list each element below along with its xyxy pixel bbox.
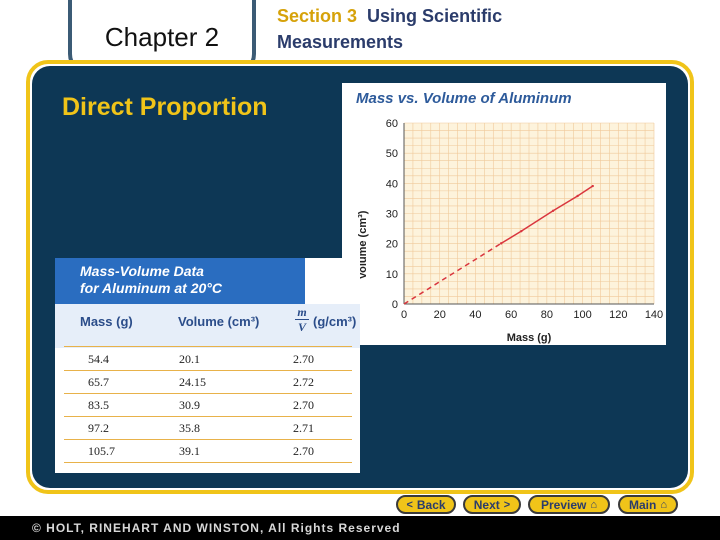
y-tick-label: 50: [386, 148, 398, 160]
x-tick-label: 80: [541, 309, 553, 321]
series-point: [551, 209, 555, 212]
section-title-line2: Measurements: [277, 32, 404, 52]
series-point: [591, 184, 594, 188]
cell-density: 2.70: [293, 444, 314, 458]
y-tick-label: 20: [386, 239, 398, 251]
table-body: 54.4 20.1 2.70 65.7 24.15 2.72 83.5 30.9…: [64, 348, 352, 463]
back-button[interactable]: < Back: [396, 495, 456, 514]
cell-volume: 24.15: [179, 375, 206, 389]
table-column-header-row: [55, 304, 360, 348]
cell-volume: 20.1: [179, 352, 200, 366]
cell-mass: 54.4: [88, 352, 109, 366]
column-header-density: (g/cm³): [313, 314, 357, 329]
chapter-label: Chapter 2: [104, 22, 220, 52]
table-title-line2: for Aluminum at 20°C: [80, 280, 222, 296]
chevron-left-icon: <: [406, 498, 413, 511]
cell-density: 2.70: [293, 352, 314, 366]
cell-density: 2.71: [293, 421, 314, 435]
series-point: [520, 229, 523, 233]
cell-volume: 35.8: [179, 421, 200, 435]
chart-series: [403, 184, 594, 305]
cell-mass: 65.7: [88, 375, 109, 389]
table-row: 54.4 20.1 2.70: [64, 348, 352, 371]
cell-volume: 39.1: [179, 444, 200, 458]
chart-ticks: 0 20 40 60 80 100 120 140 0 10 20 30 40 50 60: [386, 118, 663, 321]
chart-grid: [403, 122, 655, 305]
x-tick-label: 140: [645, 309, 663, 321]
main-button[interactable]: Main ⌂: [618, 495, 678, 514]
y-tick-label: 0: [392, 299, 398, 311]
cell-mass: 105.7: [88, 444, 115, 458]
cell-mass: 97.2: [88, 421, 109, 435]
chevron-right-icon: >: [503, 498, 511, 511]
home-icon: ⌂: [590, 498, 598, 511]
cell-volume: 30.9: [179, 398, 200, 412]
copyright-text: © HOLT, RINEHART AND WINSTON, All Rights…: [32, 521, 401, 535]
slide-title: Direct Proportion: [62, 93, 268, 121]
cell-density: 2.72: [293, 375, 314, 389]
cell-mass: 83.5: [88, 398, 109, 412]
x-tick-label: 60: [505, 309, 517, 321]
series-point: [576, 194, 579, 198]
y-tick-label: 10: [386, 269, 398, 281]
series-line-extrapolated: [403, 242, 502, 305]
x-axis-label: Mass (g): [507, 332, 552, 344]
footer-bar: [0, 516, 720, 540]
y-tick-label: 30: [386, 209, 398, 221]
x-tick-label: 20: [434, 309, 446, 321]
section-heading: Section 3 Using Scientific: [277, 6, 502, 27]
x-tick-label: 40: [469, 309, 481, 321]
table-title-line1: Mass-Volume Data: [80, 263, 204, 279]
y-tick-label: 40: [386, 178, 398, 190]
ratio-header: m V: [295, 306, 309, 333]
next-button[interactable]: Next >: [463, 495, 521, 514]
x-tick-label: 120: [609, 309, 627, 321]
table-row: 83.5 30.9 2.70: [64, 394, 352, 417]
ratio-numerator: m: [297, 305, 307, 319]
section-number: Section 3: [277, 6, 358, 26]
table-title-band: [55, 258, 305, 304]
x-tick-label: 100: [573, 309, 591, 321]
table-row: 105.7 39.1 2.70: [64, 440, 352, 463]
ratio-denominator: V: [297, 320, 306, 334]
preview-button[interactable]: Preview ⌂: [528, 495, 610, 514]
column-header-volume: Volume (cm³): [178, 314, 260, 329]
chart-title: Mass vs. Volume of Aluminum: [356, 90, 572, 107]
preview-button-label: Preview: [540, 497, 587, 512]
back-button-label: Back: [416, 497, 446, 512]
table-divider: [64, 346, 352, 347]
mass-volume-chart: 0 20 40 60 80 100 120 140 0 10 20 30 40 50 60 Volume (…: [357, 118, 663, 344]
next-button-label: Next: [473, 497, 500, 512]
table-row: 97.2 35.8 2.71: [64, 417, 352, 440]
cell-density: 2.70: [293, 398, 314, 412]
table-row: 65.7 24.15 2.72: [64, 371, 352, 394]
home-icon: ⌂: [660, 498, 667, 511]
main-button-label: Main: [629, 497, 657, 512]
y-axis-label: Volume (cm³): [357, 210, 369, 279]
column-header-mass: Mass (g): [80, 314, 133, 329]
section-title-line1: Using Scientific: [367, 6, 503, 26]
x-tick-label: 0: [401, 309, 407, 321]
ratio-divider: [295, 319, 309, 320]
y-tick-label: 60: [386, 118, 398, 130]
chart-axes: [403, 123, 654, 305]
series-point: [499, 242, 503, 245]
